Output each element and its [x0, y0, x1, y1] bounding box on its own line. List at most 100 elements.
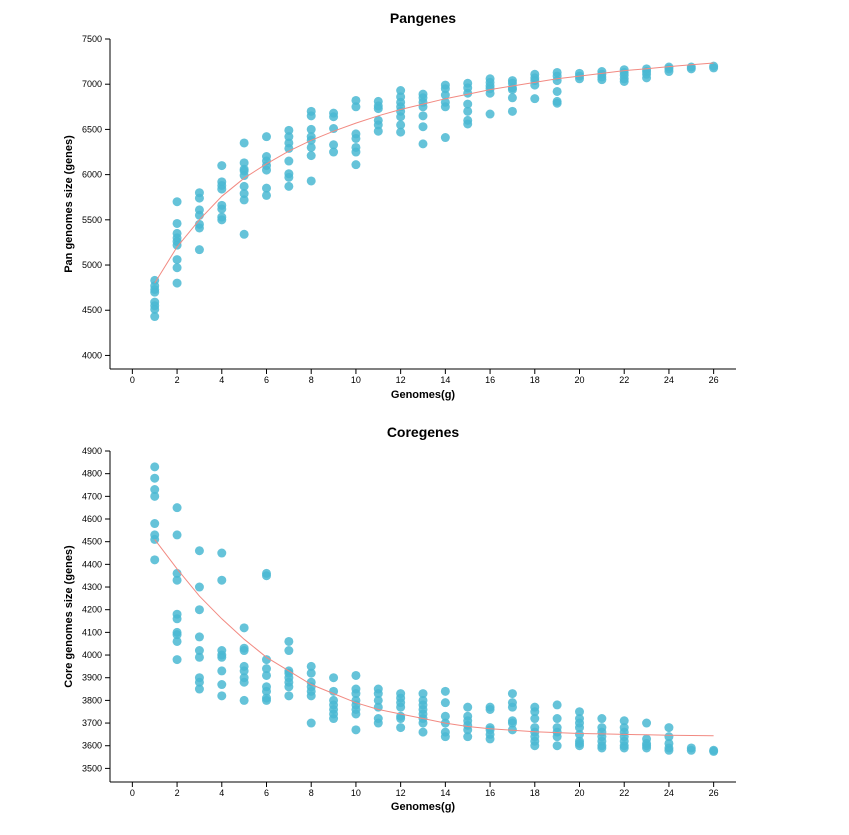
scatter-point [485, 704, 495, 714]
scatter-point [440, 711, 450, 721]
scatter-point [440, 698, 450, 708]
scatter-point [575, 707, 584, 717]
scatter-point [418, 689, 428, 699]
scatter-point [172, 503, 182, 513]
x-tick-label: 10 [351, 788, 361, 798]
scatter-points [150, 61, 719, 322]
y-tick-label: 6500 [82, 124, 102, 134]
x-tick-label: 22 [619, 788, 629, 798]
scatter-point [150, 555, 160, 565]
scatter-point [463, 119, 473, 129]
y-tick-label: 7000 [82, 79, 102, 89]
scatter-point [150, 287, 160, 297]
y-tick-label: 6000 [82, 170, 102, 180]
y-tick-label: 3800 [82, 695, 102, 705]
scatter-point [217, 666, 227, 676]
scatter-point [440, 732, 450, 742]
scatter-point [172, 240, 182, 250]
scatter-point [217, 184, 227, 194]
pangenes-chart: Pangenes 4000 4500 5000 5500 6000 6500 7000 7500… [63, 10, 736, 401]
x-tick-label: 12 [396, 788, 406, 798]
scatter-point [396, 120, 406, 130]
scatter-point [507, 702, 517, 712]
scatter-point [262, 165, 271, 175]
chart-title: Pangenes [390, 10, 456, 26]
scatter-point [217, 680, 227, 690]
scatter-point [530, 714, 540, 724]
scatter-point [239, 181, 249, 191]
y-tick-label: 5000 [82, 260, 102, 270]
scatter-point [284, 682, 294, 692]
scatter-point [172, 263, 182, 273]
scatter-point [262, 190, 271, 200]
scatter-point [552, 76, 562, 86]
y-tick-label: 7500 [82, 34, 102, 44]
scatter-point [239, 189, 249, 199]
scatter-point [194, 677, 204, 687]
scatter-point [664, 745, 674, 755]
scatter-point [552, 714, 562, 724]
scatter-point [172, 636, 182, 646]
scatter-point [418, 727, 428, 737]
x-tick-label: 22 [619, 375, 629, 385]
x-tick-label: 0 [130, 788, 135, 798]
scatter-point [396, 86, 406, 96]
x-tick-label: 2 [175, 375, 180, 385]
scatter-point [262, 670, 271, 680]
scatter-point [284, 143, 294, 153]
scatter-point [239, 677, 249, 687]
scatter-point [284, 181, 294, 191]
x-tick-label: 0 [130, 375, 135, 385]
coregenes-chart: Coregenes3500360037003800390040004100420… [63, 424, 736, 813]
scatter-point [239, 138, 249, 148]
scatter-point [418, 718, 428, 728]
scatter-points [150, 462, 719, 756]
scatter-point [552, 86, 562, 96]
scatter-point [463, 725, 473, 735]
scatter-point [194, 210, 204, 220]
scatter-point [217, 652, 227, 662]
scatter-point [194, 652, 204, 662]
scatter-point [194, 646, 204, 656]
scatter-point [485, 734, 495, 744]
scatter-point [507, 689, 517, 699]
scatter-point [239, 646, 249, 656]
scatter-point [507, 93, 517, 103]
scatter-point [194, 605, 204, 615]
y-tick-label: 4300 [82, 582, 102, 592]
scatter-point [150, 462, 160, 472]
scatter-point [329, 686, 339, 696]
scatter-point [284, 636, 294, 646]
scatter-point [194, 193, 204, 203]
x-tick-label: 16 [485, 375, 495, 385]
scatter-point [552, 732, 562, 742]
scatter-point [396, 112, 406, 122]
scatter-point [530, 741, 540, 751]
scatter-point [262, 571, 271, 581]
x-tick-label: 16 [485, 788, 495, 798]
scatter-point [306, 124, 316, 134]
y-tick-label: 4200 [82, 605, 102, 615]
y-axis-label: Pan genomes size (genes) [63, 135, 75, 273]
scatter-point [597, 714, 607, 724]
x-tick-label: 6 [264, 788, 269, 798]
scatter-point [351, 689, 361, 699]
x-tick-label: 20 [574, 375, 584, 385]
scatter-point [351, 95, 361, 105]
fit-curve [154, 539, 714, 737]
scatter-point [709, 746, 719, 756]
scatter-point [619, 743, 629, 753]
x-tick-label: 12 [396, 375, 406, 385]
scatter-point [194, 582, 204, 592]
fit-curve [154, 62, 714, 284]
scatter-point [373, 120, 383, 130]
y-tick-label: 3700 [82, 718, 102, 728]
scatter-point [373, 104, 383, 114]
x-tick-label: 6 [264, 375, 269, 385]
scatter-point [440, 102, 450, 112]
scatter-point [351, 147, 361, 157]
scatter-point [306, 176, 316, 186]
y-tick-label: 4700 [82, 491, 102, 501]
scatter-point [239, 666, 249, 676]
